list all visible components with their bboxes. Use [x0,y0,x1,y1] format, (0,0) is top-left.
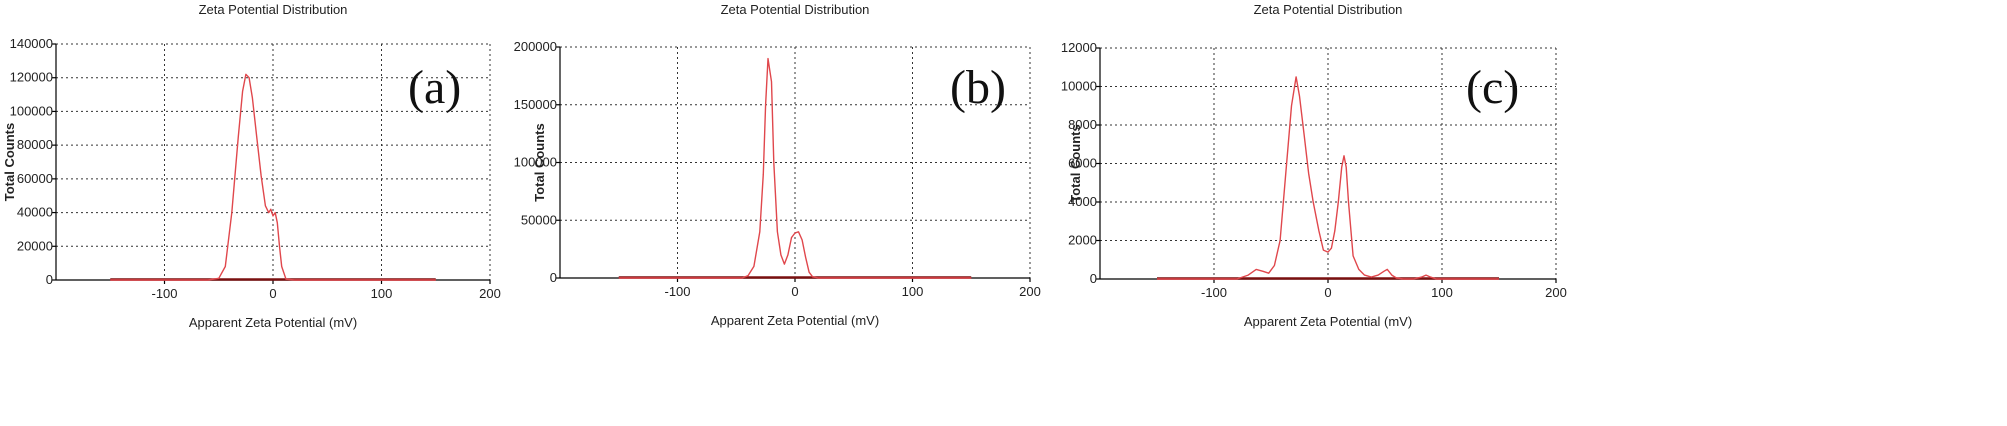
y-axis-label: Total Counts [1068,124,1083,202]
y-axis-label: Total Counts [2,123,17,201]
panel-label: (b) [950,61,1006,114]
y-axis-label: Total Counts [532,123,547,201]
x-tick-label: 0 [791,284,798,299]
chart-title: Zeta Potential Distribution [721,2,870,17]
y-tick-label: 60000 [17,171,53,186]
x-axis-label: Apparent Zeta Potential (mV) [189,315,357,330]
chart-panel-c: Zeta Potential Distribution0200040006000… [1061,2,1567,329]
x-axis-label: Apparent Zeta Potential (mV) [1244,314,1412,329]
x-axis-label: Apparent Zeta Potential (mV) [711,313,879,328]
x-tick-label: 200 [479,286,501,301]
series-line [1157,76,1499,280]
y-tick-label: 200000 [514,39,557,54]
x-tick-label: 200 [1019,284,1041,299]
y-tick-label: 120000 [10,70,53,85]
y-tick-label: 100000 [514,155,557,170]
x-tick-label: 100 [1431,285,1453,300]
series-line [618,57,972,279]
panel-label: (c) [1466,61,1519,114]
x-tick-label: 0 [269,286,276,301]
chart-title: Zeta Potential Distribution [1254,2,1403,17]
y-tick-label: 40000 [17,205,53,220]
series-line [110,73,436,281]
y-tick-label: 8000 [1068,117,1097,132]
x-tick-label: 0 [1324,285,1331,300]
y-tick-label: 10000 [1061,79,1097,94]
chart-panel-b: Zeta Potential Distribution 0 50000 100000 1… [514,2,1041,328]
x-tick-label: -100 [1201,285,1227,300]
y-tick-label: 140000 [10,36,53,51]
x-tick-label: 100 [371,286,393,301]
chart-title: Zeta Potential Distribution [199,2,348,17]
y-tick-label: 50000 [521,212,557,227]
x-tick-label: 100 [902,284,924,299]
y-tick-label: 0 [46,272,53,287]
panel-label: (a) [408,61,461,114]
x-tick-label: -100 [664,284,690,299]
y-tick-label: 0 [1090,271,1097,286]
chart-panel-a: Zeta Potential Distribution 0 20000 40000 60… [2,2,501,330]
y-tick-label: 150000 [514,97,557,112]
x-tick-label: 200 [1545,285,1567,300]
y-tick-label: 2000 [1068,233,1097,248]
y-tick-label: 80000 [17,137,53,152]
y-tick-label: 4000 [1068,194,1097,209]
y-tick-label: 12000 [1061,40,1097,55]
y-tick-label: 20000 [17,238,53,253]
y-tick-label: 0 [550,270,557,285]
x-tick-label: -100 [151,286,177,301]
y-tick-label: 100000 [10,103,53,118]
y-tick-label: 6000 [1068,156,1097,171]
